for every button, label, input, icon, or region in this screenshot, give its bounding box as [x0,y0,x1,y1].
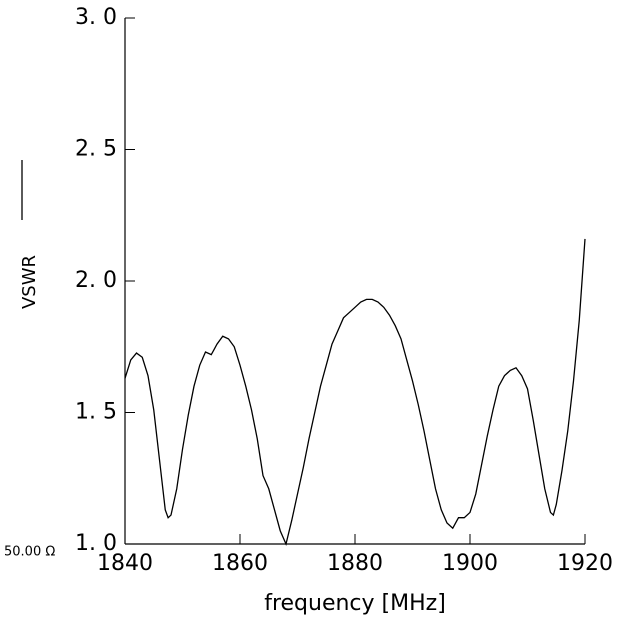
y-tick-label: 3. 0 [75,5,117,30]
y-tick-label: 1. 5 [75,400,117,425]
x-tick-label: 1920 [557,551,613,576]
y-tick-label: 1. 0 [75,531,117,556]
x-tick-label: 1840 [97,551,153,576]
x-axis-label: frequency [MHz] [264,591,446,616]
x-tick-label: 1900 [442,551,498,576]
legend-label: VSWR [19,255,40,309]
annotation: 50.00 Ω [4,545,55,560]
y-tick-label: 2. 0 [75,268,117,293]
x-tick-label: 1880 [327,551,383,576]
x-tick-label: 1860 [212,551,268,576]
y-tick-label: 2. 5 [75,137,117,162]
line [124,238,586,547]
